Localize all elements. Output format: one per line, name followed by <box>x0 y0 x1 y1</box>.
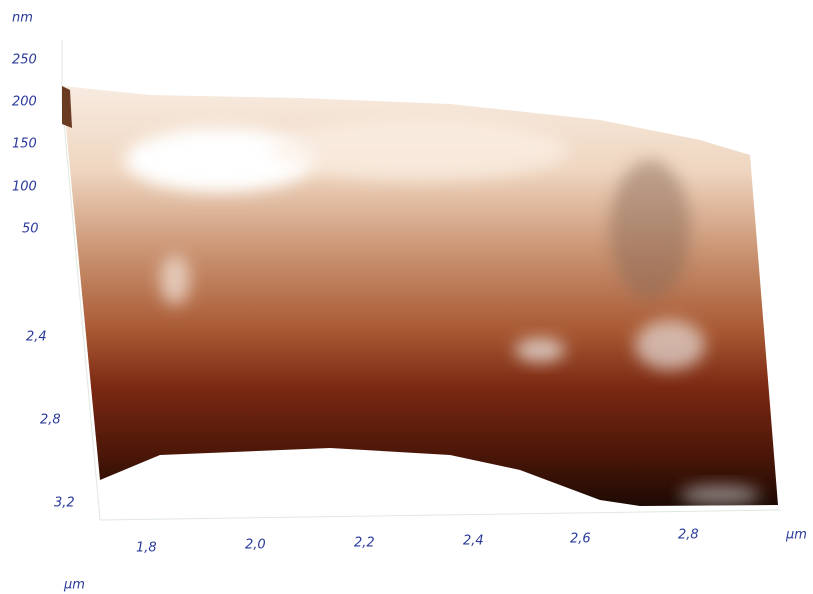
y-tick-label: 2,4 <box>26 330 47 345</box>
z-tick-label: 250 <box>12 53 37 68</box>
z-tick-label: 100 <box>12 180 37 195</box>
afm-3d-view: nm 250 200 150 100 50 2,4 2,8 3,2 µm 1,8… <box>0 0 813 594</box>
x-tick-label: 2,4 <box>463 534 484 549</box>
x-unit: µm <box>785 528 807 543</box>
x-tick-label: 2,2 <box>354 536 375 551</box>
z-tick-label: 150 <box>12 137 37 152</box>
x-tick-label: 2,6 <box>570 532 591 547</box>
z-tick-label: 200 <box>12 95 37 110</box>
x-tick-label: 2,8 <box>678 528 699 543</box>
y-tick-label: 2,8 <box>40 413 61 428</box>
x-tick-label: 2,0 <box>245 538 266 553</box>
y-tick-label: 3,2 <box>54 496 75 511</box>
z-tick-label: 50 <box>22 222 39 237</box>
x-tick-label: 1,8 <box>136 541 157 556</box>
z-unit: nm <box>12 11 33 26</box>
y-unit: µm <box>63 578 85 593</box>
